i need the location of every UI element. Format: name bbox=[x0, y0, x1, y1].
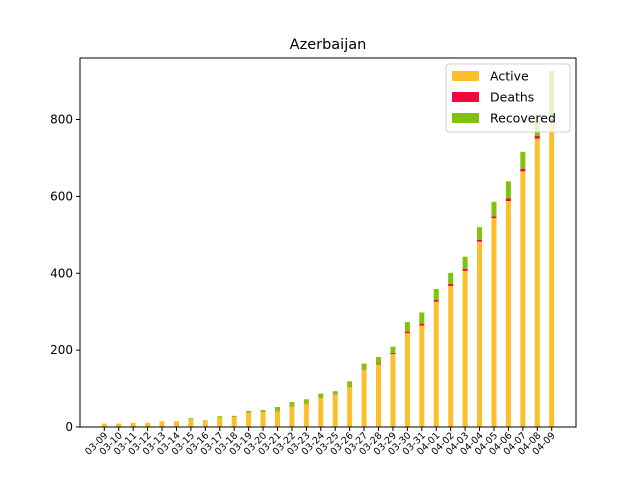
bar-recovered-03-26 bbox=[347, 381, 353, 387]
bar-active-04-04 bbox=[477, 241, 483, 427]
bar-deaths-04-03 bbox=[462, 269, 468, 271]
bar-deaths-04-01 bbox=[433, 299, 439, 302]
bar-active-03-31 bbox=[419, 325, 425, 427]
bar-active-03-13 bbox=[159, 421, 165, 427]
bar-deaths-04-02 bbox=[448, 284, 454, 286]
bar-active-03-20 bbox=[260, 412, 266, 427]
bar-active-03-11 bbox=[130, 422, 136, 427]
y-tick-label: 0 bbox=[65, 420, 73, 434]
bar-active-03-12 bbox=[145, 422, 151, 427]
x-axis: 03-0903-1003-1103-1203-1303-1403-1503-16… bbox=[83, 427, 558, 458]
bar-active-04-01 bbox=[433, 301, 439, 427]
bar-recovered-03-23 bbox=[303, 399, 309, 404]
bar-recovered-04-05 bbox=[491, 201, 497, 217]
bar-recovered-03-16 bbox=[202, 420, 208, 422]
bar-recovered-04-07 bbox=[520, 151, 526, 169]
bar-active-03-14 bbox=[173, 421, 179, 427]
plot-frame bbox=[79, 57, 577, 428]
legend-swatch-recovered bbox=[452, 113, 479, 123]
y-tick-label: 200 bbox=[50, 343, 73, 357]
bar-recovered-04-02 bbox=[448, 272, 454, 285]
bar-recovered-03-30 bbox=[404, 322, 410, 332]
bar-deaths-04-08 bbox=[534, 136, 540, 139]
legend-swatch-active bbox=[452, 71, 479, 81]
bar-recovered-03-25 bbox=[332, 391, 338, 395]
bar-active-03-24 bbox=[318, 397, 324, 427]
bar-recovered-04-01 bbox=[433, 289, 439, 300]
bar-active-04-03 bbox=[462, 270, 468, 427]
bar-active-03-19 bbox=[246, 412, 252, 427]
bar-active-03-18 bbox=[231, 417, 237, 427]
bar-recovered-04-06 bbox=[505, 181, 511, 199]
bar-active-03-16 bbox=[202, 421, 208, 427]
legend-label-recovered: Recovered bbox=[490, 111, 556, 126]
bar-active-03-26 bbox=[347, 387, 353, 427]
legend-swatch-deaths bbox=[452, 92, 479, 102]
legend-label-deaths: Deaths bbox=[490, 90, 534, 105]
bar-active-03-28 bbox=[376, 364, 382, 427]
legend-label-active: Active bbox=[490, 69, 529, 84]
bars-layer bbox=[101, 71, 555, 428]
bar-deaths-03-29 bbox=[390, 352, 396, 354]
bar-deaths-04-06 bbox=[505, 198, 511, 201]
y-tick-label: 800 bbox=[50, 113, 73, 127]
bar-deaths-04-04 bbox=[477, 239, 483, 242]
bar-recovered-03-27 bbox=[361, 363, 367, 369]
legend: Active Deaths Recovered bbox=[445, 63, 571, 133]
bar-recovered-03-21 bbox=[274, 407, 280, 411]
y-tick-label: 600 bbox=[50, 189, 73, 203]
bar-recovered-03-19 bbox=[246, 410, 252, 413]
bar-recovered-04-03 bbox=[462, 256, 468, 270]
y-axis: 0 200 400 600 800 bbox=[50, 113, 80, 434]
bar-active-03-21 bbox=[274, 411, 280, 427]
bar-recovered-04-04 bbox=[477, 227, 483, 240]
bar-recovered-03-31 bbox=[419, 312, 425, 324]
bar-active-04-09 bbox=[549, 121, 555, 428]
bar-active-04-08 bbox=[534, 138, 540, 427]
bar-deaths-03-28 bbox=[376, 363, 382, 365]
bar-active-04-02 bbox=[448, 285, 454, 427]
bar-active-04-05 bbox=[491, 218, 497, 427]
bar-recovered-03-15 bbox=[188, 418, 194, 419]
bar-deaths-04-07 bbox=[520, 168, 526, 172]
bar-active-03-10 bbox=[116, 423, 122, 427]
bar-active-03-15 bbox=[188, 418, 194, 427]
bar-recovered-03-18 bbox=[231, 415, 237, 417]
bar-recovered-03-17 bbox=[217, 416, 223, 418]
bar-deaths-03-31 bbox=[419, 323, 425, 326]
bar-active-03-17 bbox=[217, 417, 223, 427]
bar-recovered-03-29 bbox=[390, 346, 396, 353]
y-tick-label: 400 bbox=[50, 266, 73, 280]
chart-title: Azerbaijan bbox=[290, 37, 367, 53]
bar-active-03-27 bbox=[361, 369, 367, 427]
bar-active-03-23 bbox=[303, 403, 309, 427]
bar-active-03-29 bbox=[390, 353, 396, 427]
bar-active-03-09 bbox=[101, 423, 107, 427]
bar-deaths-04-05 bbox=[491, 216, 497, 219]
bar-active-03-30 bbox=[404, 333, 410, 427]
bar-recovered-03-24 bbox=[318, 393, 324, 398]
bar-active-03-25 bbox=[332, 394, 338, 427]
bar-deaths-03-30 bbox=[404, 331, 410, 334]
bar-recovered-03-22 bbox=[289, 402, 295, 407]
bar-recovered-03-20 bbox=[260, 410, 266, 413]
bar-active-04-07 bbox=[520, 171, 526, 427]
bar-recovered-03-28 bbox=[376, 357, 382, 364]
bar-active-03-22 bbox=[289, 406, 295, 427]
bar-active-04-06 bbox=[505, 200, 511, 427]
